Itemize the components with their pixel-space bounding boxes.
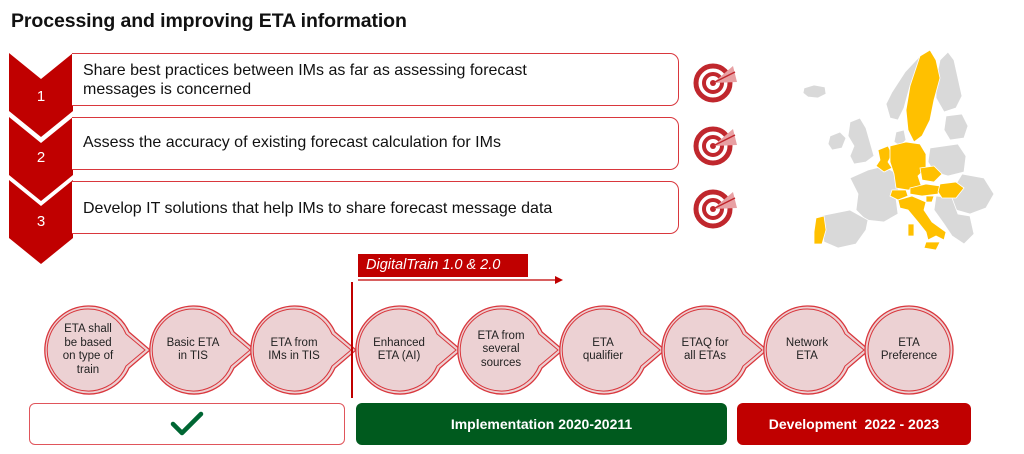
timeline-step-1: ETA shall be based on type of train <box>38 304 156 396</box>
phase-done-bar <box>29 403 345 445</box>
step-box-2: Assess the accuracy of existing forecast… <box>72 117 679 170</box>
timeline-step-8: Network ETA <box>757 304 875 396</box>
target-icon <box>693 126 737 166</box>
timeline-step-label: ETA qualifier <box>582 336 624 363</box>
timeline-step-3: ETA from IMs in TIS <box>244 304 362 396</box>
step-chevron-3: 3 <box>9 180 73 264</box>
step-box-3: Develop IT solutions that help IMs to sh… <box>72 181 679 234</box>
timeline-step-label: ETA shall be based on type of train <box>62 323 114 376</box>
step-box-1: Share best practices between IMs as far … <box>72 53 679 106</box>
digitaltrain-label: DigitalTrain 1.0 & 2.0 <box>358 254 528 277</box>
timeline-step-label: ETAQ for all ETAs <box>681 336 729 363</box>
timeline-step-2: Basic ETA in TIS <box>143 304 261 396</box>
phase-implementation-bar: Implementation 2020-20211 <box>356 403 727 445</box>
arrow-right-icon <box>358 276 563 284</box>
timeline-step-5: ETA from several sources <box>451 304 569 396</box>
timeline-step-label: Basic ETA in TIS <box>166 336 220 363</box>
step-chevron-1: 1 <box>9 53 73 137</box>
timeline-step-label: ETA from several sources <box>477 329 525 369</box>
timeline-step-label: ETA Preference <box>880 336 938 363</box>
timeline-step-label: Enhanced ETA (AI) <box>373 336 425 363</box>
target-icon <box>693 189 737 229</box>
step-number: 1 <box>36 88 46 105</box>
step-text: Share best practices between IMs as far … <box>83 61 527 99</box>
step-number: 3 <box>36 213 46 230</box>
page-title: Processing and improving ETA information <box>11 10 407 32</box>
step-text: Develop IT solutions that help IMs to sh… <box>83 200 553 217</box>
step-text-line: Share best practices between IMs as far … <box>83 62 527 79</box>
phase-divider-line <box>351 282 353 398</box>
phase-development-bar: Development 2022 - 2023 <box>737 403 971 445</box>
timeline-step-label: ETA from IMs in TIS <box>268 336 320 363</box>
timeline-step-6: ETA qualifier <box>553 304 671 396</box>
step-number: 2 <box>36 149 46 166</box>
timeline-step-7: ETAQ for all ETAs <box>655 304 773 396</box>
checkmark-icon <box>170 411 204 436</box>
timeline-step-4: Enhanced ETA (AI) <box>349 304 467 396</box>
step-text-line: messages is concerned <box>83 81 252 98</box>
europe-map <box>802 49 995 251</box>
step-chevron-2: 2 <box>9 117 73 201</box>
target-icon <box>693 63 737 103</box>
timeline-step-label: Network ETA <box>785 336 829 363</box>
timeline-step-9: ETA Preference <box>859 304 977 396</box>
step-text: Assess the accuracy of existing forecast… <box>83 134 501 151</box>
